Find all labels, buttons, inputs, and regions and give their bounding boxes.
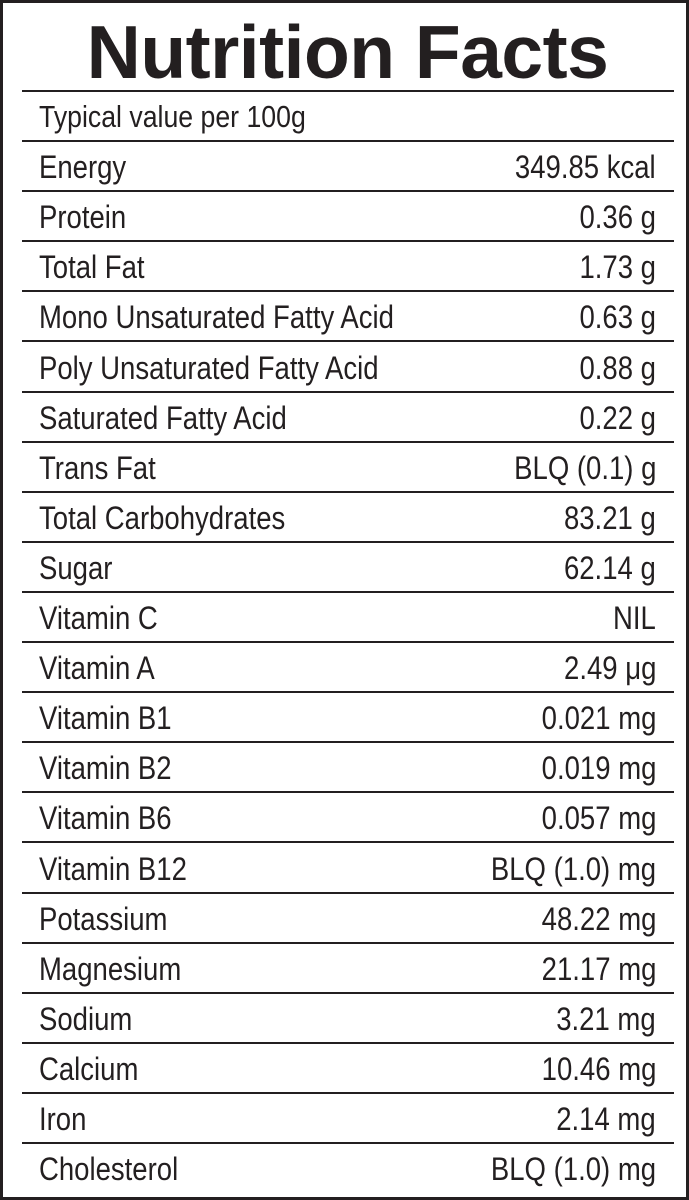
nutrient-row: Vitamin B2 0.019 mg [22, 741, 674, 791]
nutrient-row: Saturated Fatty Acid 0.22 g [22, 390, 674, 441]
nutrient-value: 0.057 mg [541, 800, 656, 837]
nutrient-value: 48.22 mg [541, 900, 656, 937]
nutrient-name: Vitamin B2 [39, 750, 172, 787]
nutrient-row: Iron 2.14 mg [22, 1091, 674, 1142]
nutrient-row: Protein 0.36 g [22, 190, 674, 240]
nutrient-name: Iron [39, 1100, 87, 1137]
nutrient-value: 0.88 g [579, 349, 656, 386]
nutrient-row: Vitamin B6 0.057 mg [22, 791, 674, 841]
nutrient-value: BLQ (1.0) mg [490, 850, 656, 887]
serving-basis-label: Typical value per 100g [39, 99, 306, 135]
nutrient-row: Poly Unsaturated Fatty Acid 0.88 g [22, 340, 674, 390]
nutrient-row: Trans Fat BLQ (0.1) g [22, 440, 674, 491]
nutrient-name: Vitamin B12 [39, 850, 187, 887]
nutrient-value: 2.14 mg [556, 1100, 656, 1137]
nutrient-value: NIL [613, 600, 656, 637]
nutrient-row: Vitamin A 2.49 μg [22, 641, 674, 691]
nutrient-value: 0.019 mg [541, 750, 656, 787]
nutrient-row: Total Fat 1.73 g [22, 240, 674, 290]
nutrient-name: Sugar [39, 549, 113, 586]
nutrient-value: BLQ (0.1) g [513, 449, 656, 486]
nutrient-name: Mono Unsaturated Fatty Acid [39, 299, 394, 336]
nutrient-row: Energy 349.85 kcal [22, 140, 674, 190]
nutrient-value: 21.17 mg [541, 950, 656, 987]
serving-basis-row: Typical value per 100g [22, 90, 674, 140]
nutrient-name: Sodium [39, 1000, 133, 1037]
nutrient-value: 0.22 g [579, 399, 656, 436]
nutrient-row: Cholesterol BLQ (1.0) mg [22, 1141, 674, 1192]
nutrient-name: Saturated Fatty Acid [39, 399, 287, 436]
nutrient-value: 0.021 mg [541, 700, 656, 737]
nutrient-row: Vitamin B1 0.021 mg [22, 691, 674, 741]
nutrient-value: 10.46 mg [541, 1050, 656, 1087]
nutrient-name: Total Fat [39, 249, 145, 286]
nutrient-row: Mono Unsaturated Fatty Acid 0.63 g [22, 290, 674, 340]
nutrient-row: Magnesium 21.17 mg [22, 941, 674, 992]
nutrient-name: Calcium [39, 1050, 139, 1087]
nutrient-row: Vitamin B12 BLQ (1.0) mg [22, 841, 674, 891]
nutrition-facts-title: Nutrition Facts [86, 10, 609, 94]
nutrient-row: Vitamin C NIL [22, 590, 674, 641]
nutrient-row: Total Carbohydrates 83.21 g [22, 490, 674, 541]
nutrition-table: Typical value per 100g Energy 349.85 kcal… [22, 90, 674, 1192]
nutrient-value: 3.21 mg [556, 1000, 656, 1037]
nutrient-name: Potassium [39, 900, 168, 937]
nutrient-name: Magnesium [39, 950, 182, 987]
nutrient-name: Vitamin A [39, 650, 155, 687]
nutrient-name: Protein [39, 199, 127, 236]
nutrient-row: Sodium 3.21 mg [22, 991, 674, 1042]
nutrient-value: 0.36 g [579, 199, 656, 236]
nutrient-value: BLQ (1.0) mg [490, 1151, 656, 1188]
nutrient-name: Cholesterol [39, 1151, 179, 1188]
nutrient-value: 349.85 kcal [515, 149, 656, 186]
nutrient-list: Energy 349.85 kcal Protein 0.36 g Total Fat 1… [22, 140, 674, 1192]
nutrient-row: Calcium 10.46 mg [22, 1041, 674, 1092]
nutrient-name: Poly Unsaturated Fatty Acid [39, 349, 379, 386]
nutrient-row: Sugar 62.14 g [22, 540, 674, 591]
nutrient-name: Vitamin B6 [39, 800, 172, 837]
nutrient-name: Vitamin C [39, 600, 158, 637]
nutrient-value: 2.49 μg [563, 650, 656, 687]
nutrient-name: Vitamin B1 [39, 700, 172, 737]
nutrient-row: Potassium 48.22 mg [22, 891, 674, 942]
nutrient-value: 83.21 g [564, 499, 656, 536]
nutrient-value: 62.14 g [564, 549, 656, 586]
nutrient-value: 1.73 g [579, 249, 656, 286]
nutrient-name: Trans Fat [39, 449, 156, 486]
nutrient-value: 0.63 g [579, 299, 656, 336]
nutrient-name: Total Carbohydrates [39, 499, 286, 536]
nutrient-name: Energy [39, 149, 127, 186]
